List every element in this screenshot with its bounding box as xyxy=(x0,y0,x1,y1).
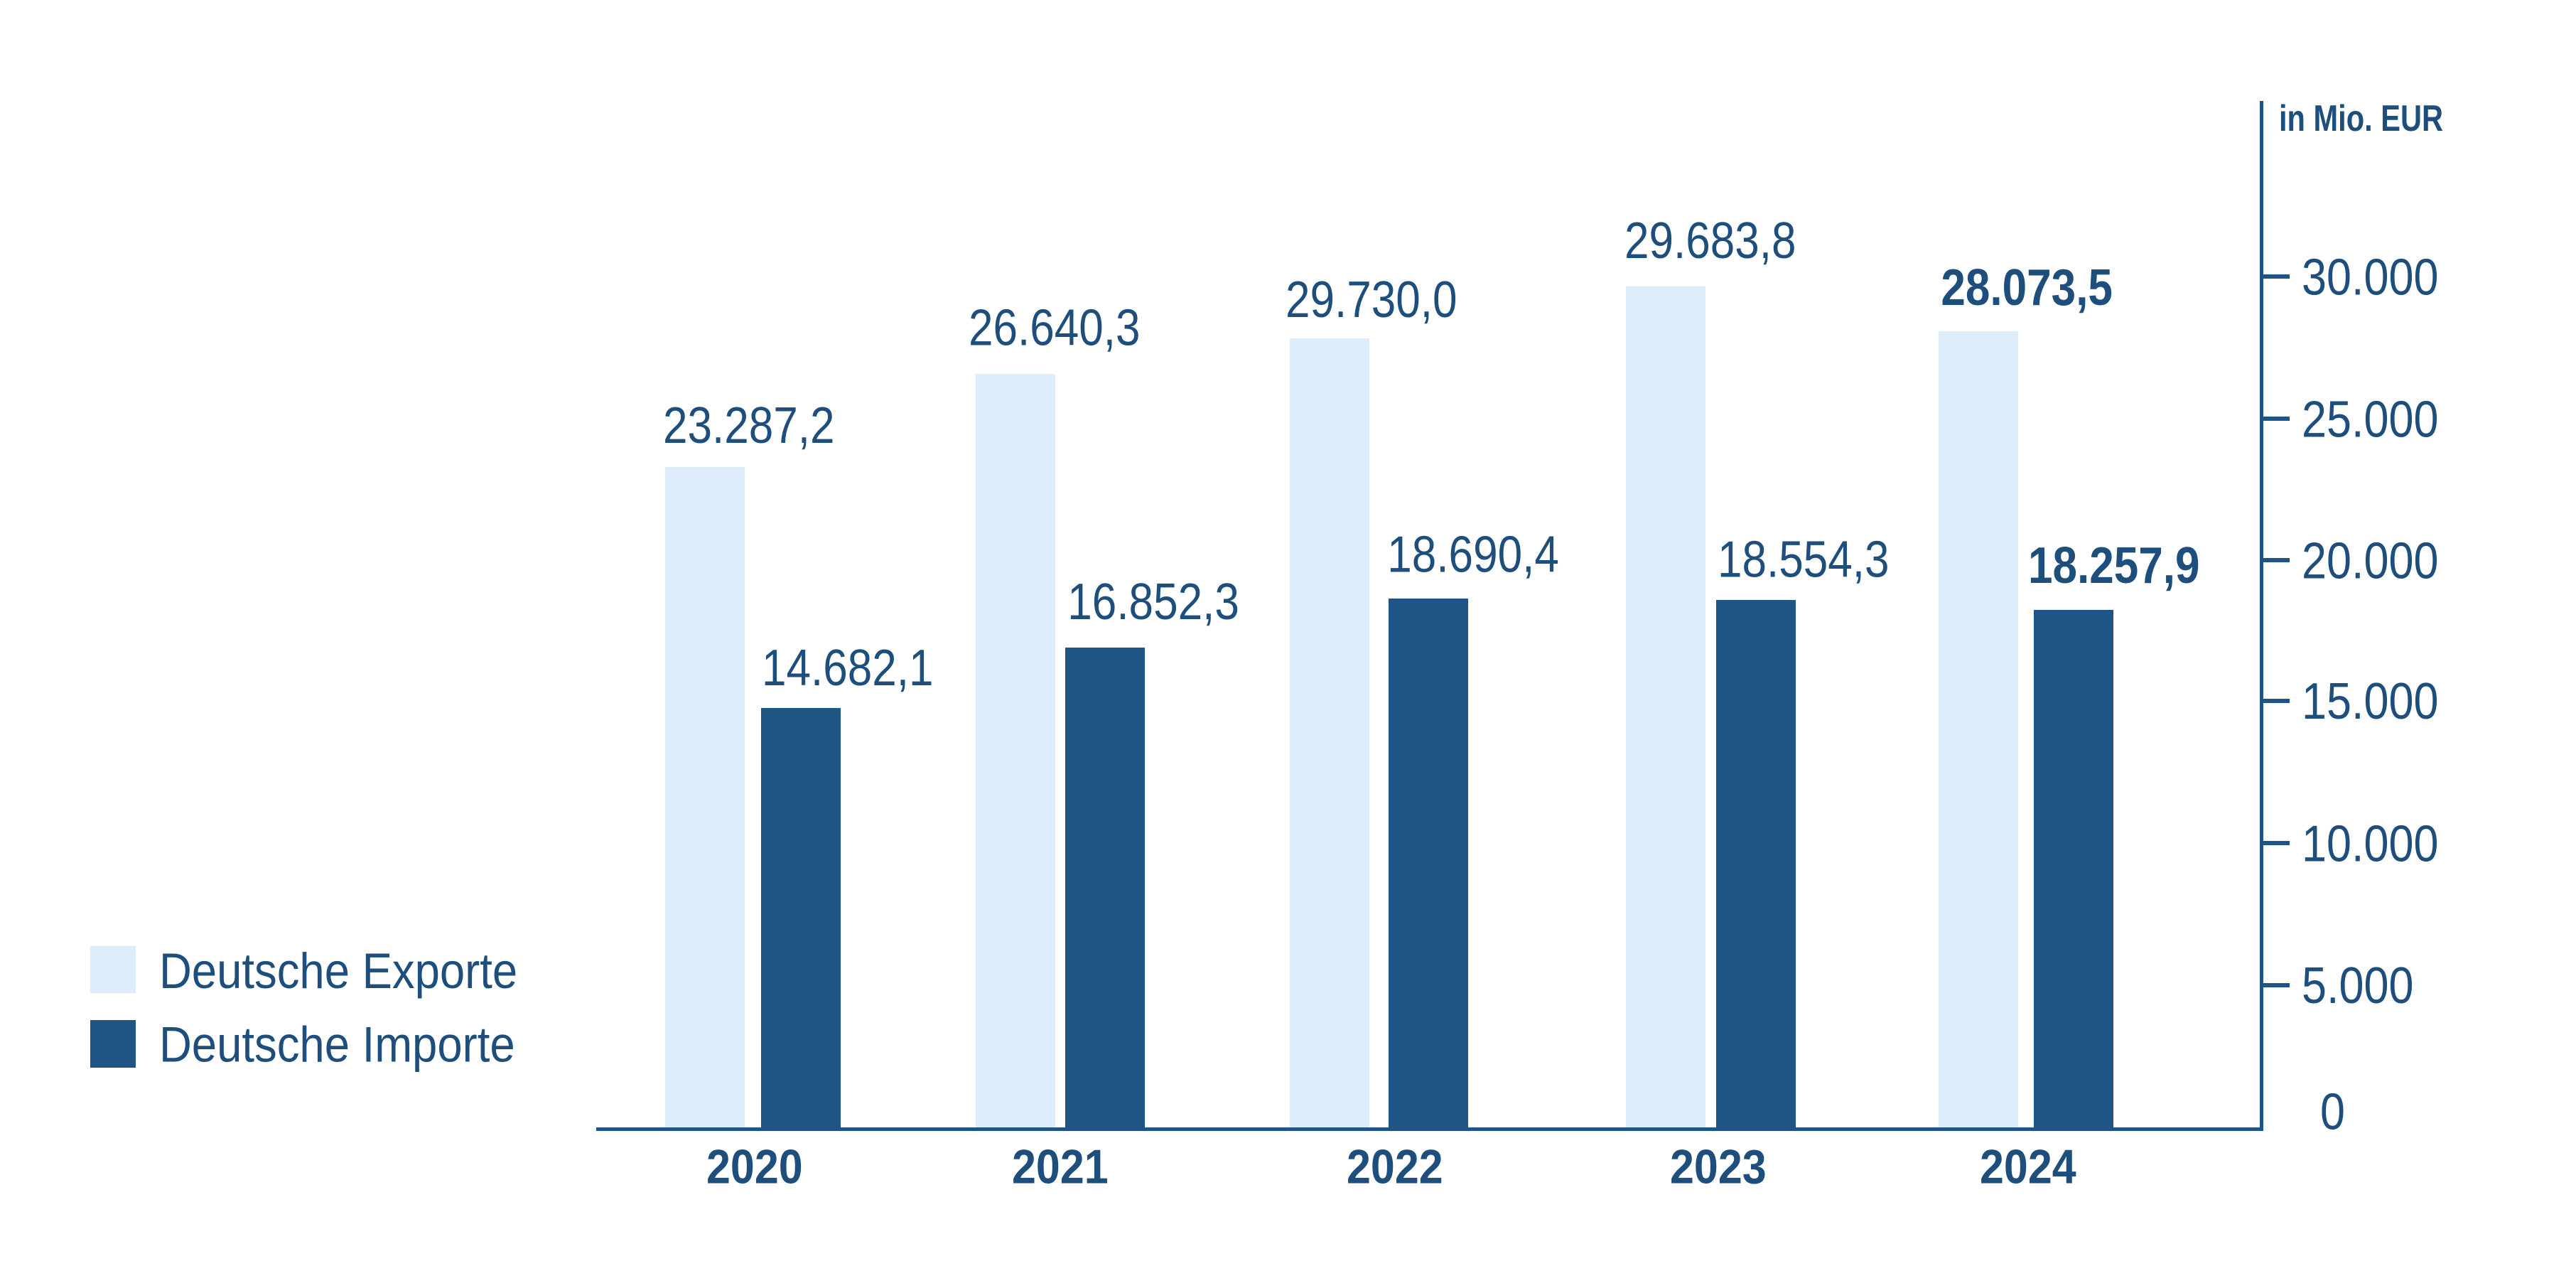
svg-text:18.257,9: 18.257,9 xyxy=(2028,537,2200,594)
svg-text:in Mio. EUR: in Mio. EUR xyxy=(2279,97,2443,139)
svg-text:16.852,3: 16.852,3 xyxy=(1067,574,1239,631)
svg-text:2023: 2023 xyxy=(1670,1139,1767,1194)
svg-text:18.690,4: 18.690,4 xyxy=(1387,526,1559,583)
svg-text:29.730,0: 29.730,0 xyxy=(1286,272,1457,328)
svg-text:26.640,3: 26.640,3 xyxy=(969,299,1141,356)
svg-text:0: 0 xyxy=(2320,1084,2345,1141)
svg-text:5.000: 5.000 xyxy=(2302,958,2413,1014)
svg-text:15.000: 15.000 xyxy=(2302,673,2438,730)
svg-text:20.000: 20.000 xyxy=(2302,533,2438,590)
svg-text:Deutsche Exporte: Deutsche Exporte xyxy=(159,943,517,999)
svg-text:10.000: 10.000 xyxy=(2302,816,2438,873)
svg-text:30.000: 30.000 xyxy=(2302,250,2438,306)
svg-text:2020: 2020 xyxy=(706,1139,803,1194)
svg-text:23.287,2: 23.287,2 xyxy=(663,397,835,454)
svg-text:28.073,5: 28.073,5 xyxy=(1941,259,2113,316)
svg-text:18.554,3: 18.554,3 xyxy=(1718,531,1890,588)
svg-text:2021: 2021 xyxy=(1012,1139,1109,1194)
svg-text:2024: 2024 xyxy=(1980,1139,2076,1194)
svg-text:Deutsche Importe: Deutsche Importe xyxy=(159,1017,515,1073)
svg-text:25.000: 25.000 xyxy=(2302,392,2438,449)
svg-text:14.682,1: 14.682,1 xyxy=(762,640,934,697)
svg-text:29.683,8: 29.683,8 xyxy=(1624,213,1796,269)
svg-text:2022: 2022 xyxy=(1347,1139,1443,1194)
